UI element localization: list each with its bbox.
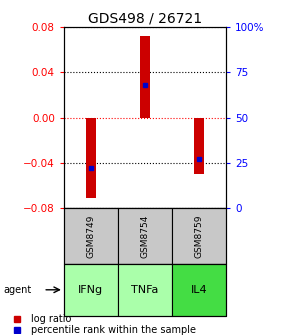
- Bar: [172, 208, 226, 264]
- Text: TNFa: TNFa: [131, 285, 159, 295]
- Bar: [140, 36, 150, 118]
- Text: agent: agent: [3, 285, 31, 295]
- Bar: [118, 208, 172, 264]
- Text: GSM8754: GSM8754: [140, 214, 150, 258]
- Text: GSM8749: GSM8749: [86, 214, 95, 258]
- Bar: [64, 264, 118, 316]
- Text: GSM8759: GSM8759: [195, 214, 204, 258]
- Bar: [194, 118, 204, 174]
- Bar: [172, 264, 226, 316]
- Text: IFNg: IFNg: [78, 285, 104, 295]
- Bar: [64, 208, 118, 264]
- Bar: [86, 118, 96, 198]
- Text: percentile rank within the sample: percentile rank within the sample: [31, 325, 196, 335]
- Text: log ratio: log ratio: [31, 314, 71, 324]
- Title: GDS498 / 26721: GDS498 / 26721: [88, 12, 202, 26]
- Bar: [118, 264, 172, 316]
- Text: IL4: IL4: [191, 285, 207, 295]
